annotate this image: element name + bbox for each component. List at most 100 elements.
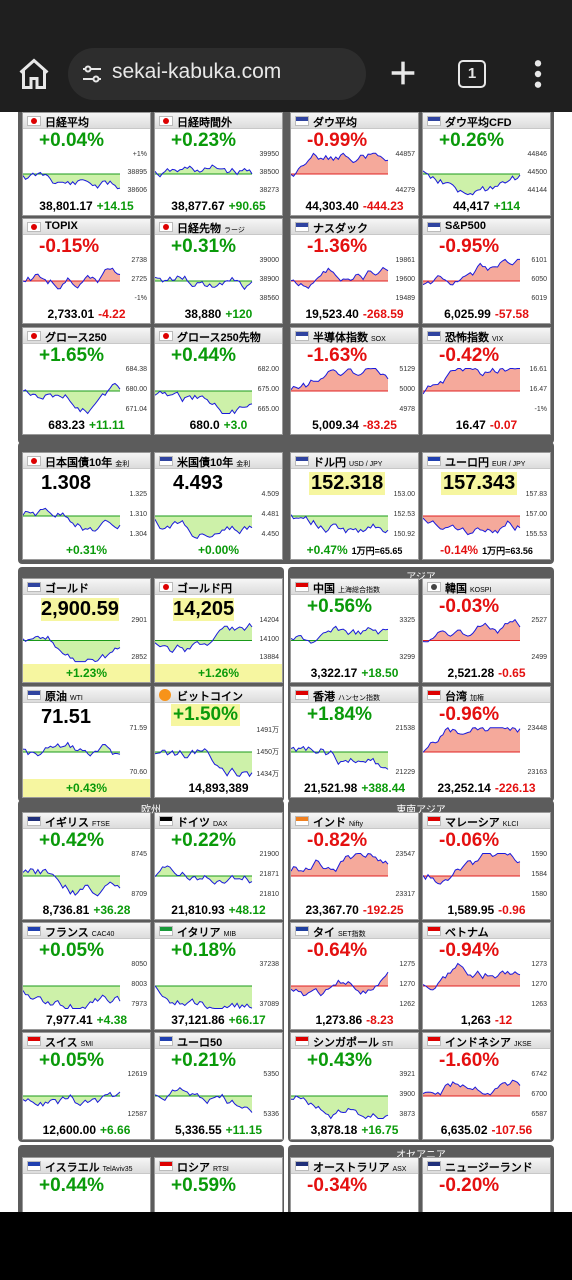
index-name-text: ユーロ円 xyxy=(445,457,489,469)
card-header: イギリス FTSE xyxy=(23,813,150,829)
market-card-gold[interactable]: ゴールド 2,900.59 2901 2852 +1.23% xyxy=(22,578,151,683)
axis-tick-label: 16.61 xyxy=(529,366,547,373)
market-card-my[interactable]: マレーシア KLCI -0.06% 1590 1584 1580 1,589.95 -0.96 xyxy=(422,812,551,920)
axis-tick-label: 21229 xyxy=(395,769,415,776)
market-card-taiwan[interactable]: 台湾 加権 -0.96% 23448 23163 23,252.14 -226.13 xyxy=(422,686,551,798)
market-card-eurjpy[interactable]: ユーロ円 EUR / JPY 157.343 157.83 157.00 155.53 -0… xyxy=(422,452,551,560)
market-card-dow[interactable]: ダウ平均 -0.99% 44857 44279 44,303.40 -444.23 xyxy=(290,112,419,216)
market-card-nikkei_after[interactable]: 日経時間外 +0.23% 39950 38500 38273 38,877.67 +90.6… xyxy=(154,112,283,216)
market-card-oil[interactable]: 原油 WTI 71.51 71.59 70.60 +0.43% xyxy=(22,686,151,798)
site-settings-icon[interactable] xyxy=(80,62,104,86)
market-card-nasdaq[interactable]: ナスダック -1.36% 19861 19600 19489 19,523.40 -268.… xyxy=(290,218,419,324)
market-card-fr[interactable]: フランス CAC40 +0.05% 8050 8003 7973 7,977.41 +4.38 xyxy=(22,922,151,1030)
market-card-in[interactable]: インド Nifty -0.82% 23547 23317 23,367.70 -192.25 xyxy=(290,812,419,920)
price-line xyxy=(23,635,121,663)
sparkline-chart xyxy=(155,985,253,1010)
it-flag-icon xyxy=(159,926,173,936)
index-name: シンガポール STI xyxy=(313,1034,393,1048)
card-header: ダウ平均CFD xyxy=(423,113,550,129)
axis-tick-label: 44279 xyxy=(395,187,415,194)
market-card-korea[interactable]: 韓国 KOSPI -0.03% 2527 2499 2,521.28 -0.65 xyxy=(422,578,551,683)
card-header: 日経先物 ラージ xyxy=(155,219,282,235)
market-card-dow_cfd[interactable]: ダウ平均CFD +0.26% 44846 44500 44144 44,417 +114 xyxy=(422,112,551,216)
market-card-nz[interactable]: ニュージーランド -0.20% xyxy=(422,1157,551,1212)
axis-tick-label: 13884 xyxy=(259,654,279,661)
overflow-menu-icon[interactable] xyxy=(530,58,546,90)
market-card-ch[interactable]: スイス SMI +0.05% 12619 12587 12,600.00 +6.66 xyxy=(22,1032,151,1140)
sparkline-chart xyxy=(23,868,121,897)
jp-flag-icon xyxy=(27,331,41,341)
market-card-il[interactable]: イスラエル TelAviv35 +0.44% xyxy=(22,1157,151,1212)
market-card-topix[interactable]: TOPIX -0.15% 2738 2725 -1% 2,733.01 -4.22 xyxy=(22,218,151,324)
market-card-jgb10[interactable]: 日本国債10年 金利 1.308 1.325 1.310 1.304 +0.31% xyxy=(22,452,151,560)
card-footer: 680.0 +3.0 xyxy=(155,416,282,434)
tab-switcher-button[interactable]: 1 xyxy=(458,60,486,88)
market-card-eu50[interactable]: ユーロ50 +0.21% 5350 5336 5,336.55 +11.15 xyxy=(154,1032,283,1140)
index-name-text: TOPIX xyxy=(45,220,78,232)
index-name-text: 台湾 xyxy=(445,691,467,703)
market-card-de[interactable]: ドイツ DAX +0.22% 21900 21871 21810 21,810.93 +48.… xyxy=(154,812,283,920)
change-value: -0.07 xyxy=(489,418,518,432)
market-card-id[interactable]: インドネシア JKSE -1.60% 6742 6700 6587 6,635.02 -107… xyxy=(422,1032,551,1140)
market-card-growth250[interactable]: グロース250 +1.65% 684.38 680.00 671.04 683.23 +11… xyxy=(22,327,151,435)
market-card-china[interactable]: 中国 上海総合指数 +0.56% 3325 3299 3,322.17 +18.50 xyxy=(290,578,419,683)
index-subname: ラージ xyxy=(224,227,245,234)
market-card-nikkei[interactable]: 日経平均 +0.04% +1% 38895 38606 38,801.17 +14.15 xyxy=(22,112,151,216)
price-line xyxy=(423,258,520,286)
new-tab-icon[interactable] xyxy=(386,56,420,90)
index-name: 原油 WTI xyxy=(45,688,83,702)
market-card-ust10[interactable]: 米国債10年 金利 4.493 4.509 4.481 4.450 +0.00% xyxy=(154,452,283,560)
current-price: 19,523.40 xyxy=(305,307,359,321)
index-subname: VIX xyxy=(492,336,504,343)
price-line xyxy=(291,745,389,770)
market-card-au[interactable]: オーストラリア ASX -0.34% xyxy=(290,1157,419,1212)
index-name: 日経時間外 xyxy=(177,114,232,128)
index-subname: 上海総合指数 xyxy=(338,587,380,594)
axis-tick-label: 1270 xyxy=(399,981,415,988)
market-card-ru[interactable]: ロシア RTSI +0.59% xyxy=(154,1157,283,1212)
card-footer: 23,252.14 -226.13 xyxy=(423,779,550,797)
axis-tick-label: 6050 xyxy=(531,276,547,283)
market-card-th[interactable]: タイ SET指数 -0.64% 1275 1270 1262 1,273.86 -8.23 xyxy=(290,922,419,1030)
card-footer: 7,977.41 +4.38 xyxy=(23,1011,150,1029)
per-10000-yen: 1万円=63.56 xyxy=(482,546,533,556)
market-card-growth250_fut[interactable]: グロース250先物 +0.44% 682.00 675.00 665.00 680.0 +3… xyxy=(154,327,283,435)
index-name: ドル円 USD / JPY xyxy=(313,454,382,468)
axis-tick-label: 23547 xyxy=(395,851,415,858)
change-percent: +0.26% xyxy=(439,130,504,151)
card-header: ドイツ DAX xyxy=(155,813,282,829)
market-card-usdjpy[interactable]: ドル円 USD / JPY 152.318 153.00 152.53 150.92 +0.… xyxy=(290,452,419,560)
market-card-sox[interactable]: 半導体指数 SOX -1.63% 5129 5000 4978 5,009.34 -83.25 xyxy=(290,327,419,435)
market-card-nikkei_fut[interactable]: 日経先物 ラージ +0.31% 39000 38900 38560 38,880 +120 xyxy=(154,218,283,324)
url-text[interactable]: sekai-kabuka.com xyxy=(112,60,282,83)
market-card-hk[interactable]: 香港 ハンセン指数 +1.84% 21538 21229 21,521.98 +388.44 xyxy=(290,686,419,798)
index-name: 中国 上海総合指数 xyxy=(313,580,380,594)
axis-tick-label: 39000 xyxy=(259,257,279,264)
change-area xyxy=(423,619,520,642)
market-card-sp500[interactable]: S&P500 -0.95% 6101 6050 6019 6,025.99 -57.58 xyxy=(422,218,551,324)
market-card-vn[interactable]: ベトナム -0.94% 1273 1270 1263 1,263 -12 xyxy=(422,922,551,1030)
market-card-uk[interactable]: イギリス FTSE +0.42% 8745 8709 8,736.81 +36.28 xyxy=(22,812,151,920)
fr-flag-icon xyxy=(27,926,41,936)
market-card-btc[interactable]: ビットコイン +1.50% 1491万 1450万 1434万 14,893,389 xyxy=(154,686,283,798)
home-icon[interactable] xyxy=(16,56,52,92)
market-card-vix[interactable]: 恐怖指数 VIX -0.42% 16.61 16.47 -1% 16.47 -0.07 xyxy=(422,327,551,435)
current-price: 680.0 xyxy=(189,418,220,432)
change-area xyxy=(291,153,388,177)
axis-tick-label: 14204 xyxy=(259,617,279,624)
change-percent: -1.60% xyxy=(439,1050,500,1071)
axis-tick-label: 23448 xyxy=(527,725,547,732)
jp-flag-icon xyxy=(27,222,41,232)
change-percent: -0.99% xyxy=(307,130,368,151)
sparkline-chart xyxy=(23,741,121,757)
market-card-gold_yen[interactable]: ゴールド円 14,205 14204 14100 13884 +1.26% xyxy=(154,578,283,683)
card-header: 日経時間外 xyxy=(155,113,282,129)
index-name-text: オーストラリア xyxy=(313,1162,390,1174)
ch-flag-icon xyxy=(27,1036,41,1046)
address-bar[interactable] xyxy=(68,48,366,100)
market-card-it[interactable]: イタリア MIB +0.18% 37238 37089 37,121.86 +66.17 xyxy=(154,922,283,1030)
sparkline-chart xyxy=(291,745,389,770)
market-card-sg[interactable]: シンガポール STI +0.43% 3921 3900 3873 3,878.18 +16.7… xyxy=(290,1032,419,1140)
card-header: インド Nifty xyxy=(291,813,418,829)
nz-flag-icon xyxy=(427,1161,441,1171)
